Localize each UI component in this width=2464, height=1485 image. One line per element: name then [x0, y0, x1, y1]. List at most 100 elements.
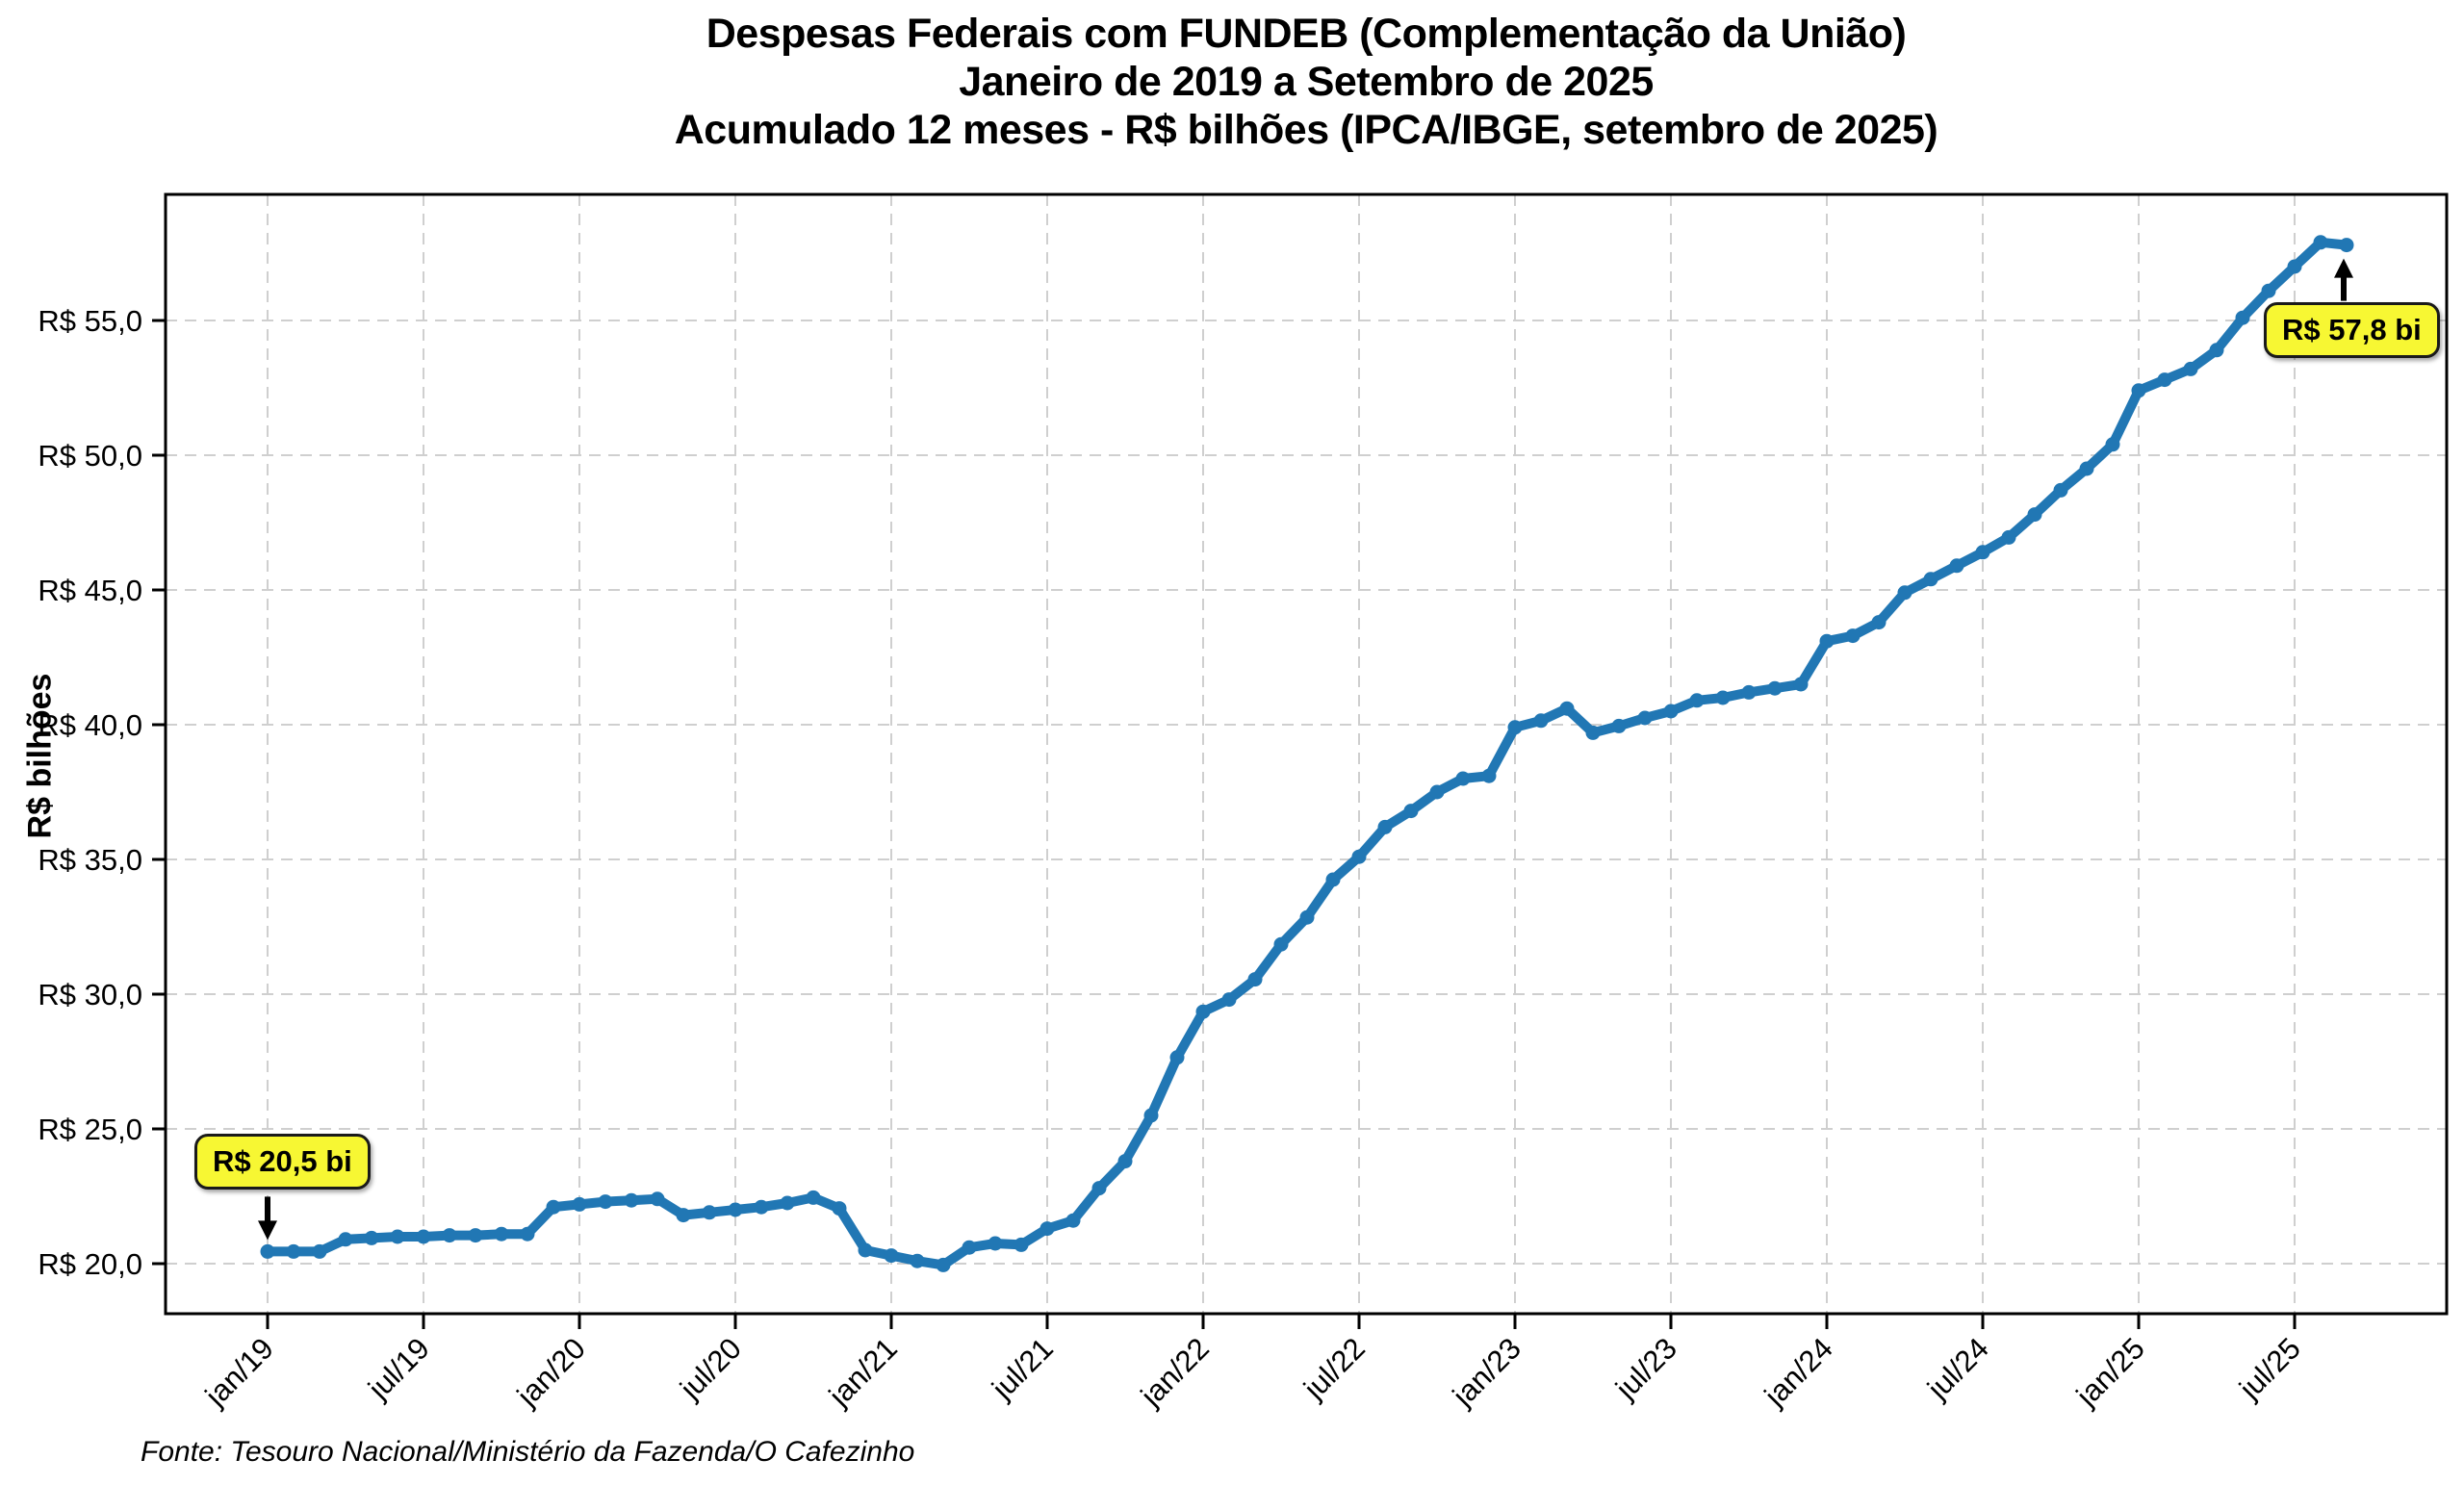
chart-title-line1: Despesas Federais com FUNDEB (Complement… — [706, 11, 1907, 57]
annotation-arrowhead-end — [2334, 258, 2353, 278]
x-tick-label: jan/19 — [198, 1331, 280, 1413]
data-point — [1299, 909, 1315, 925]
data-point — [364, 1230, 379, 1245]
data-point — [2183, 361, 2198, 376]
data-point — [624, 1192, 639, 1208]
data-point — [1377, 819, 1393, 834]
data-point — [1559, 701, 1575, 716]
data-point — [1663, 704, 1679, 719]
y-tick-label: R$ 45,0 — [38, 574, 142, 607]
data-point — [988, 1236, 1003, 1251]
data-point — [858, 1242, 873, 1258]
data-point — [1897, 585, 1912, 601]
data-point — [286, 1243, 301, 1259]
data-point — [2313, 235, 2328, 250]
y-tick-label: R$ 50,0 — [38, 439, 142, 473]
data-point — [312, 1243, 327, 1259]
data-point — [390, 1229, 405, 1244]
data-point — [572, 1196, 587, 1212]
data-point — [338, 1232, 353, 1247]
y-axis-title: R$ bilhões — [21, 673, 59, 839]
y-tick-label: R$ 25,0 — [38, 1113, 142, 1146]
data-point — [1715, 690, 1731, 705]
data-point — [2287, 259, 2302, 274]
data-point — [1741, 684, 1757, 700]
data-point — [2131, 383, 2146, 398]
data-point — [1351, 849, 1367, 864]
data-point — [1689, 693, 1705, 708]
data-point — [1247, 972, 1263, 987]
y-tick-label: R$ 35,0 — [38, 843, 142, 877]
data-point — [1819, 633, 1835, 649]
data-point — [884, 1248, 899, 1264]
data-point — [1429, 784, 1445, 800]
plot-border — [164, 192, 2449, 1316]
data-point — [1117, 1154, 1133, 1169]
data-point — [832, 1201, 847, 1216]
x-tick-label: jul/20 — [673, 1331, 748, 1406]
data-point — [728, 1202, 743, 1217]
y-tick-label: R$ 55,0 — [38, 304, 142, 338]
x-tick-label: jan/20 — [510, 1331, 592, 1413]
data-point — [780, 1195, 795, 1211]
chart-title: Despesas Federais com FUNDEB (Complement… — [166, 10, 2447, 154]
data-point — [754, 1199, 769, 1215]
source-note: Fonte: Tesouro Nacional/Ministério da Fa… — [141, 1436, 915, 1468]
data-point — [936, 1257, 951, 1272]
data-point — [2157, 372, 2172, 388]
data-point — [1143, 1108, 1159, 1123]
data-point — [1455, 771, 1471, 786]
data-point — [416, 1229, 431, 1244]
data-point — [702, 1205, 717, 1220]
data-point — [260, 1243, 275, 1259]
data-point — [1637, 710, 1653, 726]
data-point — [1040, 1221, 1055, 1237]
data-point — [1793, 677, 1809, 692]
data-point — [1091, 1181, 1107, 1196]
y-tick-label: R$ 20,0 — [38, 1247, 142, 1281]
data-point — [2027, 507, 2042, 523]
annotation-last-value: R$ 57,8 bi — [2264, 302, 2440, 358]
data-point — [910, 1253, 925, 1268]
data-point — [2339, 238, 2354, 253]
x-tick-label: jan/23 — [1446, 1331, 1527, 1413]
x-tick-label: jul/25 — [2232, 1331, 2307, 1406]
data-point — [1767, 680, 1783, 696]
data-point — [1533, 713, 1549, 729]
data-point — [520, 1226, 535, 1242]
data-point — [598, 1194, 613, 1210]
data-point — [1923, 572, 1938, 587]
x-tick-label: jul/19 — [361, 1331, 436, 1406]
annotation-first-value: R$ 20,5 bi — [194, 1134, 371, 1190]
chart-title-line3: Acumulado 12 meses - R$ bilhões (IPCA/IB… — [674, 107, 1938, 153]
data-point — [1585, 725, 1601, 740]
data-point — [2235, 310, 2250, 325]
data-point — [962, 1240, 977, 1255]
data-point — [1195, 1004, 1211, 1019]
data-point — [1065, 1213, 1081, 1228]
x-tick-label: jan/25 — [2069, 1331, 2151, 1413]
data-point — [1169, 1050, 1185, 1065]
data-point — [2001, 529, 2016, 545]
data-point — [1611, 718, 1627, 733]
data-point — [1014, 1237, 1029, 1252]
data-point — [1403, 804, 1419, 819]
y-tick-label: R$ 30,0 — [38, 978, 142, 1011]
data-point — [2261, 283, 2276, 298]
x-tick-label: jul/22 — [1296, 1331, 1372, 1406]
data-point — [1949, 558, 1964, 574]
x-tick-label: jan/24 — [1758, 1331, 1839, 1413]
data-point — [494, 1226, 509, 1242]
data-point — [1975, 545, 1990, 560]
data-point — [1845, 628, 1861, 644]
chart-title-line2: Janeiro de 2019 a Setembro de 2025 — [959, 59, 1654, 105]
data-point — [1481, 768, 1497, 783]
x-tick-label: jan/22 — [1134, 1331, 1216, 1413]
data-point — [1221, 992, 1237, 1008]
data-point — [2079, 461, 2094, 476]
data-point — [806, 1190, 821, 1205]
x-tick-label: jan/21 — [822, 1331, 904, 1413]
x-tick-label: jul/23 — [1608, 1331, 1683, 1406]
data-point — [468, 1228, 483, 1243]
